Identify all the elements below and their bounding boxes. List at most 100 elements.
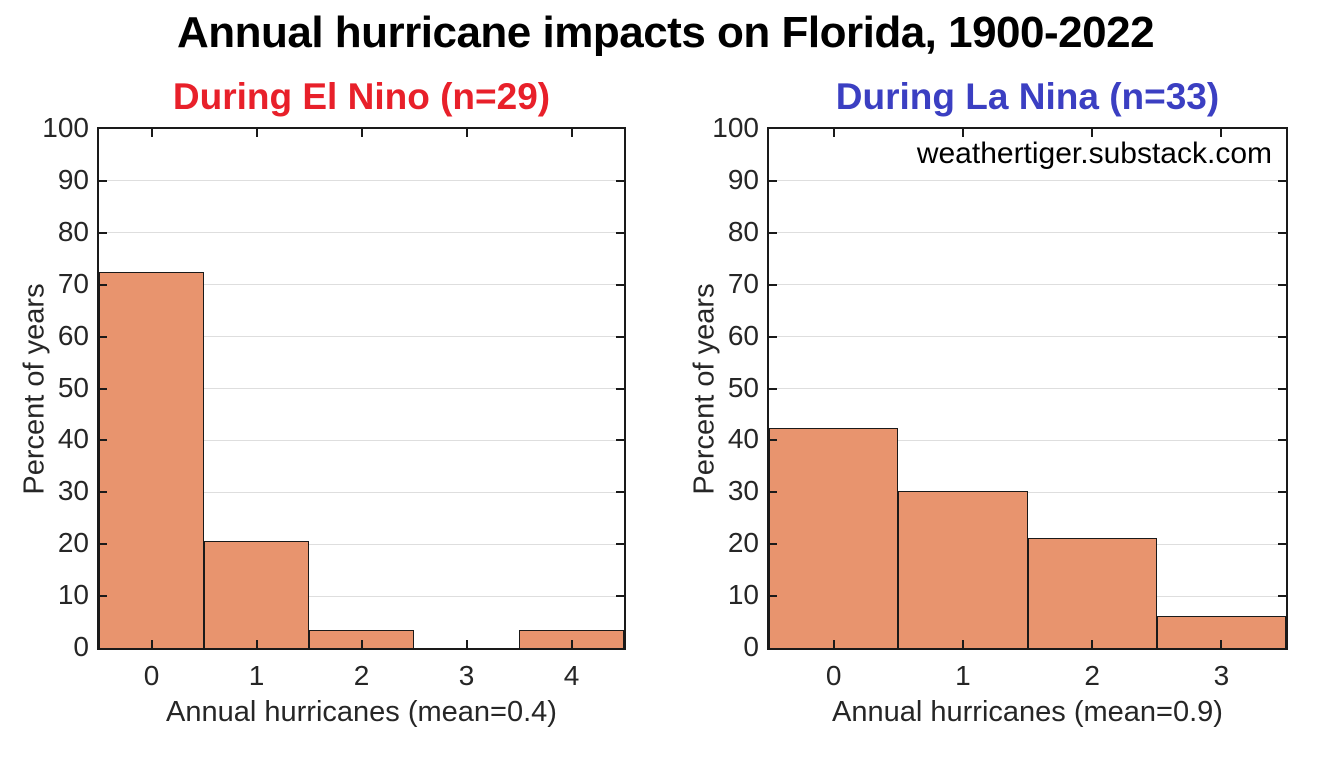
x-tick	[1220, 129, 1223, 137]
x-axis-label: Annual hurricanes (mean=0.9)	[832, 696, 1223, 728]
la-nina-histogram-axes: weathertiger.substack.com 0 10 20 30 40 50 60 7…	[689, 112, 1288, 728]
histogram-bar	[204, 540, 309, 648]
y-tick	[769, 491, 777, 494]
y-tick-label: 60	[57, 319, 89, 351]
x-tick	[150, 640, 153, 648]
y-tick-label: 90	[727, 163, 759, 195]
y-tick-label: 10	[57, 579, 89, 611]
y-tick-label: 20	[727, 527, 759, 559]
y-axis-label: Percent of years	[18, 282, 51, 495]
y-tick-label: 0	[73, 631, 89, 662]
x-tick	[961, 640, 964, 648]
y-tick-label: 20	[57, 527, 89, 559]
y-tick	[616, 387, 624, 390]
x-tick	[832, 640, 835, 648]
y-tick	[769, 439, 777, 442]
x-tick	[961, 129, 964, 137]
grid-line	[99, 491, 624, 493]
grid-line	[99, 543, 624, 545]
grid-line	[769, 232, 1286, 234]
x-tick	[570, 640, 573, 648]
grid-line	[99, 595, 624, 597]
x-tick	[1220, 640, 1223, 648]
la-nina-subplot-title: During La Nina (n=33)	[835, 76, 1220, 117]
grid-line	[769, 180, 1286, 182]
x-tick-label: 4	[563, 660, 580, 691]
grid-line	[769, 439, 1286, 441]
y-tick	[1278, 179, 1286, 182]
el-nino-histogram-axes: 0 10 20 30 40 50 60 70 80 90 100 0 1 2 3 4 Annual hurric…	[19, 112, 626, 728]
y-tick	[616, 335, 624, 338]
y-tick-label: 100	[42, 112, 89, 143]
x-tick-label: 0	[825, 660, 842, 691]
histogram-bar	[519, 630, 624, 648]
y-tick	[1278, 595, 1286, 598]
histogram-bar	[99, 272, 204, 648]
y-tick	[769, 543, 777, 546]
y-tick	[769, 595, 777, 598]
grid-line	[769, 491, 1286, 493]
y-tick-label: 80	[727, 215, 759, 247]
x-tick-label: 0	[143, 660, 160, 691]
y-tick-label: 70	[57, 267, 89, 299]
y-tick	[1278, 543, 1286, 546]
y-tick-label: 100	[712, 112, 759, 143]
y-tick	[616, 543, 624, 546]
y-tick	[1278, 231, 1286, 234]
y-tick-label: 10	[727, 579, 759, 611]
x-tick	[360, 640, 363, 648]
x-tick-label: 2	[1084, 660, 1100, 691]
grid-line	[99, 284, 624, 286]
y-tick	[99, 231, 107, 234]
x-tick-label: 3	[458, 660, 475, 691]
y-tick-label: 60	[727, 319, 759, 351]
y-tick	[99, 179, 107, 182]
grid-line	[99, 180, 624, 182]
y-tick	[1278, 387, 1286, 390]
y-tick	[616, 491, 624, 494]
y-tick	[1278, 491, 1286, 494]
x-tick	[465, 640, 468, 648]
figure-title: Annual hurricane impacts on Florida, 190…	[176, 8, 1155, 57]
y-tick	[99, 335, 107, 338]
histogram-bar	[309, 630, 414, 648]
y-tick-label: 30	[57, 475, 89, 507]
y-tick-label: 80	[57, 215, 89, 247]
histogram-bar	[769, 427, 899, 648]
y-tick	[616, 179, 624, 182]
y-tick	[99, 387, 107, 390]
watermark-text: weathertiger.substack.com	[916, 137, 1272, 170]
y-tick	[99, 439, 107, 442]
grid-line	[99, 336, 624, 338]
x-tick	[255, 129, 258, 137]
x-tick	[465, 129, 468, 137]
y-tick	[99, 595, 107, 598]
grid-line	[769, 284, 1286, 286]
x-tick	[150, 129, 153, 137]
y-tick	[1278, 335, 1286, 338]
y-tick	[616, 231, 624, 234]
y-tick-label: 70	[727, 267, 759, 299]
y-tick	[769, 231, 777, 234]
x-tick-label: 1	[955, 660, 971, 691]
histogram-bar	[898, 490, 1028, 648]
y-tick-label: 40	[727, 423, 759, 455]
y-tick-label: 30	[727, 475, 759, 507]
y-tick-label: 40	[57, 423, 89, 455]
x-tick-label: 2	[353, 660, 370, 691]
el-nino-subplot-title: During El Nino (n=29)	[172, 76, 551, 117]
x-axis-label: Annual hurricanes (mean=0.4)	[166, 696, 557, 728]
grid-line	[99, 232, 624, 234]
y-tick-label: 90	[57, 163, 89, 195]
y-axis-label: Percent of years	[688, 282, 721, 495]
y-tick	[99, 491, 107, 494]
x-tick-label: 1	[248, 660, 265, 691]
y-tick	[769, 387, 777, 390]
x-tick	[360, 129, 363, 137]
y-tick	[616, 439, 624, 442]
x-tick-label: 3	[1213, 660, 1230, 691]
y-tick	[616, 283, 624, 286]
x-tick	[1091, 129, 1094, 137]
y-tick	[616, 595, 624, 598]
